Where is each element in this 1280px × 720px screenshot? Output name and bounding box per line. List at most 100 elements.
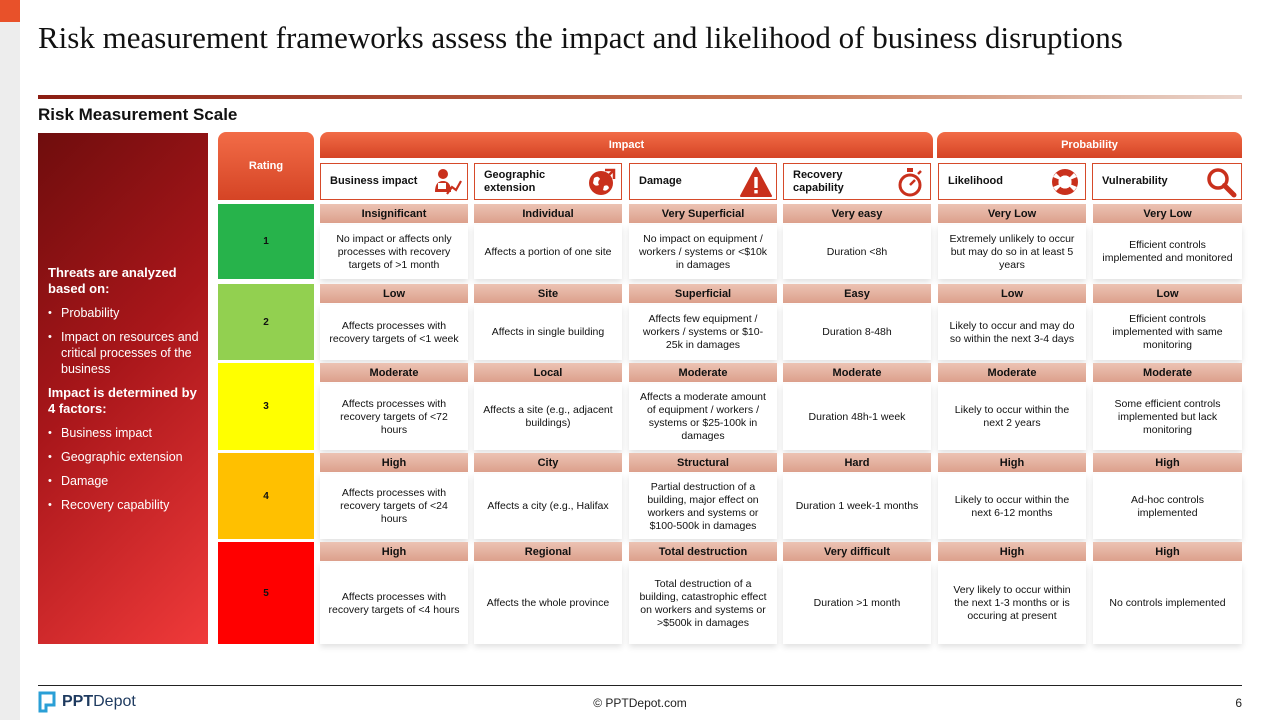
level-label: Easy bbox=[783, 284, 931, 303]
level-label: High bbox=[320, 542, 468, 561]
description-cell: Partial destruction of a building, major… bbox=[629, 474, 777, 539]
description-cell: Affects in single building bbox=[474, 305, 622, 360]
level-label: Very Superficial bbox=[629, 204, 777, 223]
business-impact-icon bbox=[435, 169, 462, 195]
logo-text-rest: Depot bbox=[93, 693, 136, 710]
globe-icon bbox=[589, 168, 616, 195]
description-cell: Affects few equipment / workers / system… bbox=[629, 305, 777, 360]
column-header-recovery-capability: Recovery capability bbox=[783, 163, 931, 200]
rating-cell-5: 5 bbox=[218, 542, 314, 644]
description-cell: Affects the whole province bbox=[474, 563, 622, 644]
description-cell: Very likely to occur within the next 1-3… bbox=[938, 563, 1086, 644]
sidebar-list-threats: Probability Impact on resources and crit… bbox=[48, 305, 200, 377]
column-header-damage: Damage bbox=[629, 163, 777, 200]
stopwatch-icon bbox=[898, 168, 922, 197]
description-cell: Likely to occur and may do so within the… bbox=[938, 305, 1086, 360]
description-cell: Total destruction of a building, catastr… bbox=[629, 563, 777, 644]
description-cell: Duration >1 month bbox=[783, 563, 931, 644]
slide-subtitle: Risk Measurement Scale bbox=[38, 105, 238, 124]
level-label: Insignificant bbox=[320, 204, 468, 223]
level-label: Moderate bbox=[629, 363, 777, 382]
description-cell: Duration 8-48h bbox=[783, 305, 931, 360]
rating-cell-2: 2 bbox=[218, 284, 314, 360]
footer-divider bbox=[38, 685, 1242, 686]
level-label: High bbox=[938, 542, 1086, 561]
description-cell: Duration 1 week-1 months bbox=[783, 474, 931, 539]
sidebar-heading-impact: Impact is determined by 4 factors: bbox=[48, 385, 197, 416]
rating-cell-1: 1 bbox=[218, 204, 314, 279]
impact-group-header: Impact bbox=[320, 132, 933, 158]
level-label: Moderate bbox=[783, 363, 931, 382]
description-cell: No impact or affects only processes with… bbox=[320, 225, 468, 279]
title-divider bbox=[38, 95, 1242, 99]
level-label: Superficial bbox=[629, 284, 777, 303]
column-header-label: Damage bbox=[639, 175, 682, 187]
page-number: 6 bbox=[1235, 696, 1242, 710]
column-header-likelihood: Likelihood bbox=[938, 163, 1086, 200]
magnifier-icon bbox=[1207, 168, 1237, 198]
warning-icon bbox=[740, 167, 772, 197]
column-header-label: Vulnerability bbox=[1102, 175, 1168, 187]
description-cell: Affects a moderate amount of equipment /… bbox=[629, 384, 777, 450]
sidebar-list-item: Impact on resources and critical process… bbox=[48, 329, 200, 377]
level-label: Local bbox=[474, 363, 622, 382]
sidebar-list-item: Damage bbox=[48, 473, 200, 489]
logo-text-bold: PPT bbox=[62, 693, 94, 710]
level-label: High bbox=[320, 453, 468, 472]
rating-cell-3: 3 bbox=[218, 363, 314, 450]
description-cell: Likely to occur within the next 6-12 mon… bbox=[938, 474, 1086, 539]
description-cell: Duration 48h-1 week bbox=[783, 384, 931, 450]
description-cell: Affects processes with recovery targets … bbox=[320, 474, 468, 539]
copyright-text: © PPTDepot.com bbox=[593, 696, 687, 710]
level-label: Low bbox=[1093, 284, 1242, 303]
level-label: Total destruction bbox=[629, 542, 777, 561]
level-label: Low bbox=[938, 284, 1086, 303]
description-cell: No impact on equipment / workers / syste… bbox=[629, 225, 777, 279]
description-cell: Affects processes with recovery targets … bbox=[320, 384, 468, 450]
level-label: Hard bbox=[783, 453, 931, 472]
level-label: Very Low bbox=[1093, 204, 1242, 223]
level-label: Structural bbox=[629, 453, 777, 472]
slide-title: Risk measurement frameworks assess the i… bbox=[38, 20, 1123, 55]
level-label: Very difficult bbox=[783, 542, 931, 561]
column-header-vulnerability: Vulnerability bbox=[1092, 163, 1242, 200]
sidebar-list-item: Probability bbox=[48, 305, 200, 321]
sidebar-content: Threats are analyzed based on: Probabili… bbox=[48, 265, 200, 521]
description-cell: Affects a portion of one site bbox=[474, 225, 622, 279]
sidebar-heading-threats: Threats are analyzed based on: bbox=[48, 265, 177, 296]
sidebar-list-factors: Business impact Geographic extension Dam… bbox=[48, 425, 200, 513]
description-cell: Some efficient controls implemented but … bbox=[1093, 384, 1242, 450]
level-label: Very Low bbox=[938, 204, 1086, 223]
lifebuoy-icon bbox=[1052, 169, 1078, 195]
sidebar-list-item: Geographic extension bbox=[48, 449, 200, 465]
level-label: Low bbox=[320, 284, 468, 303]
level-label: Site bbox=[474, 284, 622, 303]
rating-cell-4: 4 bbox=[218, 453, 314, 539]
description-cell: Extremely unlikely to occur but may do s… bbox=[938, 225, 1086, 279]
probability-group-header: Probability bbox=[937, 132, 1242, 158]
description-cell: Ad-hoc controls implemented bbox=[1093, 474, 1242, 539]
level-label: Moderate bbox=[320, 363, 468, 382]
column-header-label: Business impact bbox=[330, 175, 418, 187]
description-cell: Affects a city (e.g., Halifax bbox=[474, 474, 622, 539]
level-label: Individual bbox=[474, 204, 622, 223]
description-cell: Likely to occur within the next 2 years bbox=[938, 384, 1086, 450]
description-cell: Efficient controls implemented and monit… bbox=[1093, 225, 1242, 279]
sidebar-list-item: Recovery capability bbox=[48, 497, 200, 513]
column-header-business-impact: Business impact bbox=[320, 163, 468, 200]
level-label: High bbox=[1093, 453, 1242, 472]
description-cell: Efficient controls implemented with same… bbox=[1093, 305, 1242, 360]
rating-header: Rating bbox=[218, 132, 314, 200]
level-label: City bbox=[474, 453, 622, 472]
description-cell: Duration <8h bbox=[783, 225, 931, 279]
sidebar-panel: Threats are analyzed based on: Probabili… bbox=[38, 133, 208, 644]
description-cell: Affects processes with recovery targets … bbox=[320, 305, 468, 360]
level-label: Regional bbox=[474, 542, 622, 561]
description-cell: No controls implemented bbox=[1093, 563, 1242, 644]
sidebar-list-item: Business impact bbox=[48, 425, 200, 441]
level-label: High bbox=[1093, 542, 1242, 561]
description-cell: Affects a site (e.g., adjacent buildings… bbox=[474, 384, 622, 450]
column-header-label: Likelihood bbox=[948, 175, 1003, 187]
logo-icon bbox=[38, 691, 56, 713]
column-header-label: Geographic extension bbox=[484, 168, 546, 194]
